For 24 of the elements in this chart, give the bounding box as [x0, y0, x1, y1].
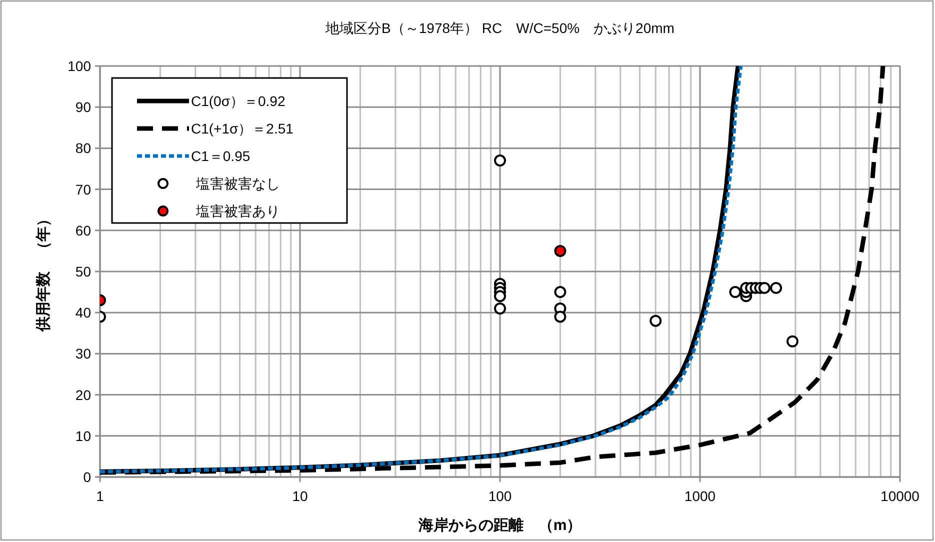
legend-label: C1＝0.95	[191, 148, 250, 164]
y-tick-label: 40	[75, 304, 92, 321]
x-tick-label: 1000	[684, 488, 716, 504]
y-tick-label: 90	[75, 99, 92, 116]
y-tick-label: 0	[83, 469, 92, 485]
y-tick-label: 10	[75, 428, 92, 444]
y-tick-label: 100	[68, 58, 92, 74]
x-tick-label: 10	[292, 488, 308, 504]
xlabel: 海岸からの距離 （m）	[418, 517, 582, 534]
y-tick-label: 50	[75, 264, 92, 280]
legend-label: C1(+1σ）＝2.51	[191, 120, 294, 136]
y-tick-label: 60	[75, 222, 92, 238]
legend-label: 塩害被害なし	[195, 176, 280, 192]
ylabel: 供用年数 （年）	[35, 212, 52, 332]
y-tick-label: 20	[75, 386, 92, 403]
y-tick-label: 80	[75, 140, 92, 156]
legend-label: 塩害被害あり	[195, 203, 280, 219]
x-tick-label: 1	[96, 488, 104, 504]
x-tick-label: 10000	[880, 488, 920, 504]
y-tick-label: 30	[75, 346, 92, 362]
legend-label: C1(0σ）＝0.92	[191, 93, 286, 109]
title: 地域区分B（～1978年） RC W/C=50% かぶり20mm	[326, 20, 674, 36]
x-tick-label: 100	[488, 488, 512, 504]
y-tick-label: 70	[75, 181, 92, 198]
